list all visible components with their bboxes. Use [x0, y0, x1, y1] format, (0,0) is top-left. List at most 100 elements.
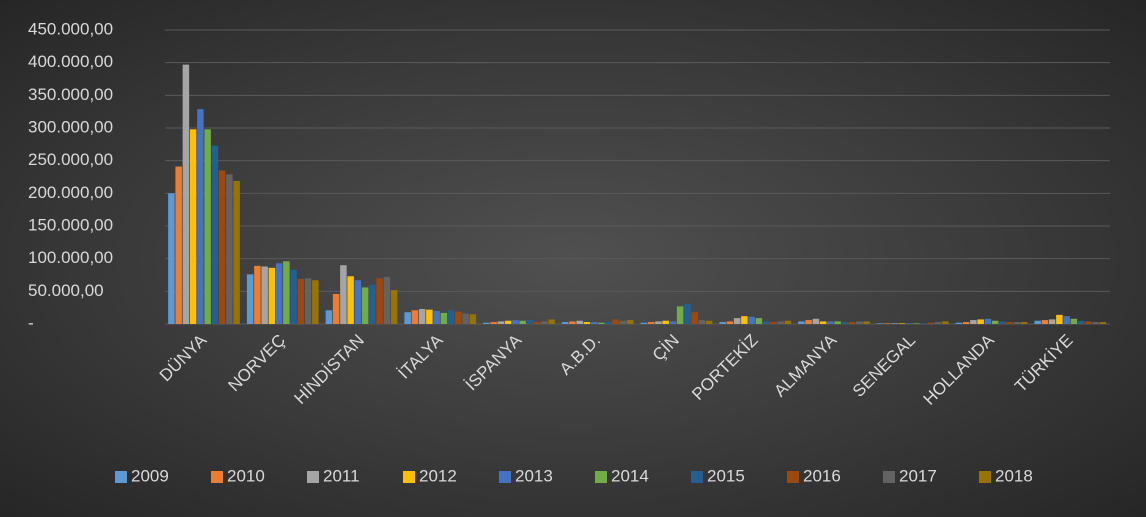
bar: [469, 314, 477, 324]
bar: [898, 323, 906, 324]
bar: [268, 267, 276, 324]
bar: [490, 322, 497, 324]
bar: [233, 180, 240, 324]
bar: [254, 265, 261, 324]
x-tick-label: TÜRKİYE: [1011, 331, 1077, 397]
bar: [1063, 316, 1070, 324]
legend-swatch: [499, 471, 511, 483]
bar: [1085, 321, 1092, 324]
legend-label: 2014: [611, 466, 649, 485]
bar: [984, 318, 992, 324]
legend-swatch: [787, 471, 799, 483]
legend-swatch: [403, 471, 415, 483]
bar: [848, 322, 856, 324]
bar: [440, 312, 448, 324]
legend-label: 2018: [995, 466, 1033, 485]
y-tick-label: 450.000,00: [28, 19, 113, 38]
legend-label: 2013: [515, 466, 553, 485]
bar: [970, 320, 977, 324]
legend-swatch: [115, 471, 127, 483]
bar: [841, 322, 849, 324]
bar: [204, 129, 211, 324]
bar: [698, 320, 706, 324]
bar: [920, 323, 927, 324]
bar: [762, 321, 770, 324]
bar: [290, 269, 297, 324]
y-tick-label: 250.000,00: [28, 150, 113, 169]
bar: [612, 319, 620, 324]
bar: [863, 321, 870, 324]
y-tick-label: 200.000,00: [28, 183, 113, 202]
bar: [955, 322, 963, 324]
legend-label: 2010: [227, 466, 265, 485]
legend-label: 2017: [899, 466, 937, 485]
bar: [726, 321, 734, 324]
y-tick-label: 300.000,00: [28, 117, 113, 136]
bar: [927, 322, 935, 324]
bar: [805, 320, 812, 324]
bar: [1020, 322, 1028, 324]
bar: [369, 284, 376, 324]
bar: [1056, 314, 1063, 324]
x-tick-label: İTALYA: [394, 330, 447, 383]
bar: [876, 323, 884, 324]
bar: [526, 320, 534, 324]
bar: [655, 321, 662, 324]
bar: [770, 322, 777, 324]
legend-label: 2011: [323, 466, 360, 485]
x-tick-label: PORTEKİZ: [688, 331, 761, 404]
bar: [827, 321, 834, 324]
bar: [905, 323, 913, 324]
y-tick-label: 100.000,00: [28, 248, 113, 267]
bar: [834, 321, 841, 324]
bar: [977, 319, 984, 324]
bar: [748, 316, 755, 324]
legend-swatch: [691, 471, 703, 483]
bar: [669, 321, 677, 324]
bar: [455, 311, 462, 324]
bar: [583, 322, 591, 324]
bar: [1099, 322, 1107, 324]
y-tick-label: 350.000,00: [28, 85, 113, 104]
bar: [1041, 320, 1049, 324]
bar: [662, 320, 669, 324]
bar: [462, 313, 469, 324]
legend-swatch: [979, 471, 991, 483]
bar: [733, 318, 741, 324]
x-tick-label: NORVEÇ: [224, 331, 289, 396]
bar: [168, 193, 175, 324]
bar: [942, 321, 949, 324]
y-tick-label: 150.000,00: [28, 215, 113, 234]
bar: [182, 64, 190, 325]
bar: [433, 310, 440, 324]
legend-label: 2009: [131, 466, 169, 485]
legend-label: 2012: [419, 466, 457, 485]
y-tick-label: 400.000,00: [28, 52, 113, 71]
bar: [576, 320, 583, 324]
bar: [218, 170, 226, 324]
x-tick-label: ALMANYA: [770, 330, 840, 400]
bar: [325, 310, 333, 324]
bar: [884, 323, 891, 324]
bar: [361, 287, 369, 324]
bar: [962, 322, 970, 324]
bar: [819, 321, 827, 324]
x-tick-label: HİNDİSTAN: [291, 331, 368, 408]
bar: [691, 312, 698, 324]
bar: [411, 310, 419, 324]
legend-swatch: [307, 471, 319, 483]
bar: [390, 290, 398, 324]
bar: [999, 321, 1006, 324]
bar: [1013, 322, 1021, 324]
bar: [619, 320, 627, 324]
bar: [211, 145, 219, 324]
bar: [376, 278, 383, 324]
bar: [676, 306, 684, 324]
bar: [1006, 322, 1013, 324]
bar: [605, 322, 612, 324]
bar: [189, 129, 197, 324]
bar: [640, 322, 648, 324]
y-tick-label: -: [28, 313, 34, 332]
bar: [1077, 320, 1085, 324]
x-tick-label: DÜNYA: [156, 330, 211, 385]
